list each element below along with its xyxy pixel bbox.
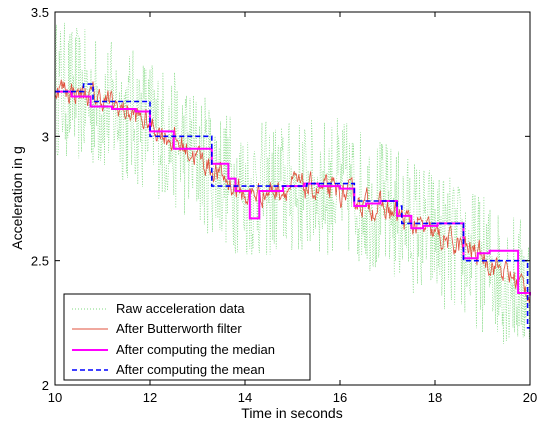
- legend-label-median: After computing the median: [116, 342, 275, 357]
- x-tick-label: 14: [238, 390, 252, 405]
- y-tick-label: 3: [42, 129, 49, 144]
- x-tick-label: 18: [428, 390, 442, 405]
- x-tick-label: 12: [143, 390, 157, 405]
- legend-label-raw: Raw acceleration data: [116, 301, 245, 316]
- y-tick-label: 2: [42, 378, 49, 393]
- legend-label-mean: After computing the mean: [116, 362, 265, 377]
- legend: Raw acceleration data After Butterworth …: [63, 293, 311, 381]
- x-axis-label: Time in seconds: [241, 405, 342, 421]
- legend-box: [63, 293, 311, 381]
- legend-label-butterworth: After Butterworth filter: [116, 321, 242, 336]
- series-layer: [54, 22, 531, 344]
- series-butterworth-line: [55, 79, 531, 303]
- ticks-layer: 10 12 14 16 18 20 2 2.5 3 3.5: [31, 5, 537, 405]
- y-tick-label: 3.5: [31, 5, 49, 20]
- x-tick-label: 16: [333, 390, 347, 405]
- series-mean-line: [55, 83, 530, 329]
- x-tick-label: 10: [48, 390, 62, 405]
- y-axis-label: Acceleration in g: [9, 146, 25, 250]
- y-tick-label: 2.5: [31, 254, 49, 269]
- plot-frame: [54, 11, 531, 386]
- x-tick-label: 20: [523, 390, 537, 405]
- series-raw-line: [54, 22, 531, 344]
